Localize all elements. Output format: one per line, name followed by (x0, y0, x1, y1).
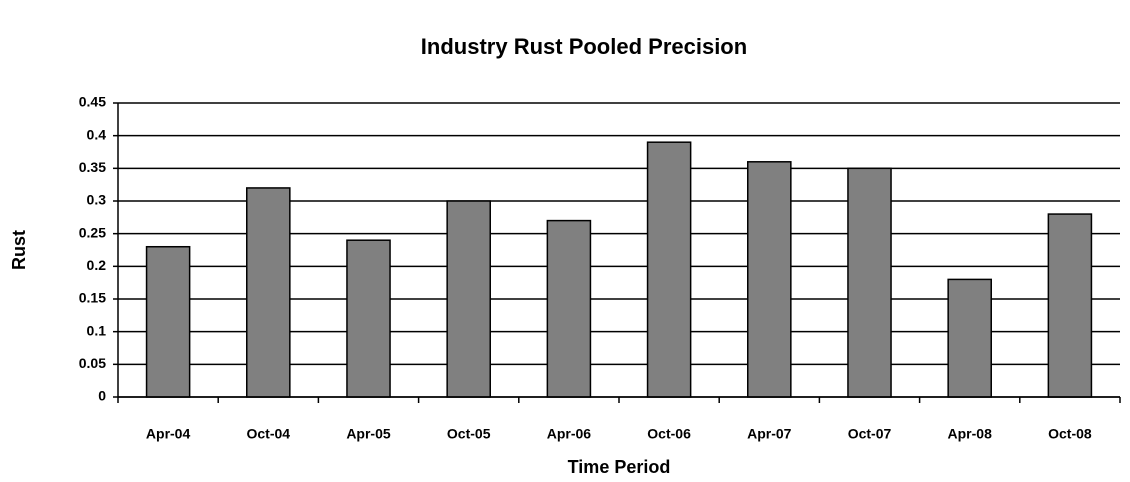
y-tick-label: 0.05 (79, 355, 106, 371)
bar (646, 141, 692, 398)
y-tick-label: 0 (98, 388, 106, 404)
x-tick-label: Oct-04 (247, 426, 291, 442)
y-tick-label: 0.45 (79, 94, 106, 110)
y-tick-label: 0.3 (87, 192, 107, 208)
x-tick-label: Apr-05 (346, 426, 391, 442)
bar (346, 239, 391, 398)
bar (747, 161, 792, 398)
y-tick-label: 0.25 (79, 224, 106, 240)
bar (246, 187, 291, 398)
x-tick-label: Oct-05 (447, 426, 491, 442)
bar (546, 219, 592, 398)
x-tick-label: Apr-08 (948, 426, 993, 442)
x-axis-title: Time Period (568, 457, 671, 477)
x-tick-label: Oct-07 (848, 426, 892, 442)
y-tick-label: 0.35 (79, 159, 106, 175)
bar (947, 278, 992, 398)
y-tick-label: 0.1 (87, 322, 107, 338)
chart-title: Industry Rust Pooled Precision (421, 34, 747, 59)
bar (847, 167, 892, 398)
bar (145, 245, 191, 398)
y-tick-label: 0.15 (79, 290, 106, 306)
bar (1047, 213, 1093, 398)
x-tick-label: Oct-06 (647, 426, 691, 442)
y-tick-label: 0.2 (87, 257, 107, 273)
x-tick-label: Apr-07 (747, 426, 792, 442)
x-tick-label: Apr-04 (146, 426, 191, 442)
bar (446, 200, 491, 398)
x-tick-label: Apr-06 (547, 426, 592, 442)
y-tick-label: 0.4 (87, 126, 107, 142)
x-tick-label: Oct-08 (1048, 426, 1092, 442)
y-axis-title: Rust (9, 230, 29, 270)
